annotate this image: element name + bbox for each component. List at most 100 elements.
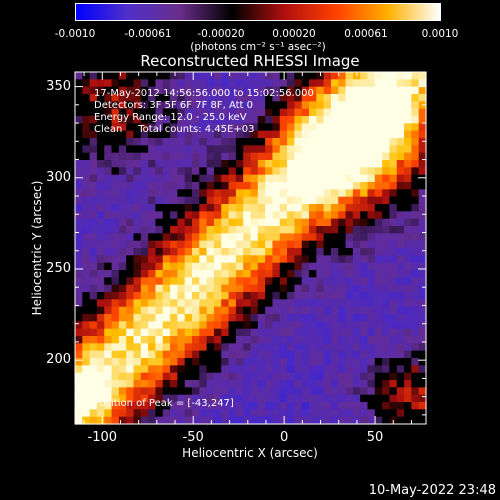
heatmap-cell [287, 79, 295, 88]
heatmap-cell [265, 372, 274, 381]
heatmap-cell [330, 218, 339, 227]
heatmap-cell [367, 240, 376, 249]
heatmap-cell [177, 299, 186, 308]
heatmap-cell [118, 152, 127, 161]
heatmap-cell [118, 336, 127, 344]
heatmap-cell [257, 145, 266, 154]
heatmap-cell [396, 277, 405, 286]
heatmap-cell [104, 240, 113, 249]
heatmap-cell [118, 343, 127, 352]
heatmap-cell [184, 123, 193, 132]
heatmap-cell [243, 130, 252, 139]
heatmap-cell [338, 94, 347, 102]
heatmap-cell [243, 108, 252, 117]
heatmap-cell [330, 372, 339, 381]
heatmap-cell [170, 72, 178, 80]
heatmap-cell [374, 248, 383, 256]
heatmap-cell [89, 101, 98, 110]
heatmap-cell [411, 314, 420, 322]
heatmap-cell [126, 189, 135, 198]
heatmap-cell [126, 336, 135, 344]
heatmap-cell [177, 86, 186, 95]
heatmap-cell [243, 116, 252, 124]
heatmap-cell [206, 365, 215, 374]
heatmap-cell [352, 387, 361, 396]
heatmap-cell [82, 152, 91, 161]
heatmap-cell [257, 226, 266, 234]
heatmap-cell [250, 167, 259, 176]
heatmap-cell [192, 211, 200, 220]
heatmap-cell [133, 211, 142, 220]
heatmap-cell [235, 79, 244, 88]
heatmap-cell [140, 72, 149, 80]
heatmap-cell [82, 79, 91, 88]
heatmap-cell [89, 248, 98, 256]
heatmap-cell [338, 86, 347, 95]
heatmap-cell [221, 226, 230, 234]
heatmap-cell [396, 394, 405, 403]
heatmap-cell [279, 204, 288, 212]
heatmap-cell [184, 350, 193, 359]
heatmap-cell [389, 138, 398, 146]
heatmap-cell [279, 138, 288, 146]
heatmap-cell [301, 380, 310, 388]
heatmap-cell [133, 94, 142, 102]
heatmap-cell [338, 152, 347, 161]
heatmap-cell [360, 314, 369, 322]
heatmap-cell [352, 86, 361, 95]
heatmap-cell [155, 79, 164, 88]
heatmap-cell [323, 328, 332, 337]
heatmap-cell [82, 299, 91, 308]
heatmap-cell [184, 160, 193, 168]
heatmap-cell [301, 328, 310, 337]
heatmap-cell [177, 365, 186, 374]
heatmap-cell [404, 116, 412, 124]
heatmap-cell [177, 248, 186, 256]
heatmap-cell [257, 138, 266, 146]
heatmap-cell [155, 336, 164, 344]
heatmap-cell [396, 160, 405, 168]
heatmap-cell [192, 240, 200, 249]
heatmap-cell [206, 218, 215, 227]
heatmap-cell [309, 372, 317, 381]
heatmap-cell [104, 86, 113, 95]
heatmap-cell [82, 292, 91, 300]
heatmap-cell [360, 240, 369, 249]
heatmap-cell [294, 299, 303, 308]
heatmap-cell [235, 365, 244, 374]
heatmap-cell [155, 270, 164, 278]
heatmap-cell [382, 306, 391, 315]
heatmap-cell [213, 189, 222, 198]
heatmap-cell [155, 358, 164, 366]
heatmap-cell [89, 365, 98, 374]
heatmap-cell [243, 314, 252, 322]
heatmap-cell [75, 72, 83, 80]
heatmap-cell [265, 402, 274, 410]
heatmap-cell [235, 152, 244, 161]
heatmap-cell [75, 160, 83, 168]
heatmap-cell [140, 387, 149, 396]
heatmap-cell [221, 380, 230, 388]
heatmap-cell [389, 343, 398, 352]
heatmap-cell [221, 116, 230, 124]
heatmap-cell [140, 211, 149, 220]
heatmap-cell [111, 284, 120, 293]
heatmap-cell [206, 409, 215, 418]
heatmap-cell [250, 94, 259, 102]
heatmap-cell [257, 387, 266, 396]
heatmap-cell [148, 152, 157, 161]
heatmap-cell [272, 152, 281, 161]
heatmap-cell [221, 255, 230, 264]
heatmap-cell [228, 336, 237, 344]
heatmap-cell [345, 72, 354, 80]
heatmap-cell [309, 145, 317, 154]
heatmap-cell [75, 226, 83, 234]
heatmap-cell [162, 108, 171, 117]
heatmap-cell [170, 336, 178, 344]
heatmap-cell [148, 101, 157, 110]
heatmap-cell [221, 343, 230, 352]
heatmap-cell [104, 160, 113, 168]
heatmap-cell [111, 365, 120, 374]
heatmap-cell [389, 189, 398, 198]
heatmap-cell [316, 409, 325, 418]
